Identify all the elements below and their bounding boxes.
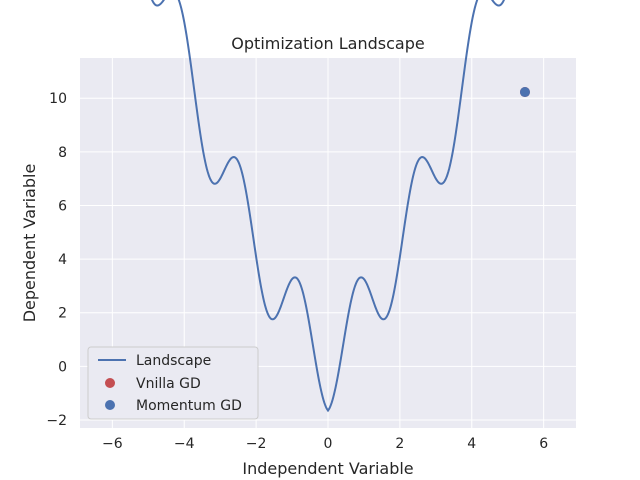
momentum-gd-point — [519, 87, 530, 98]
legend-label-vanilla-gd: Vnilla GD — [136, 376, 201, 392]
y-tick-label: −2 — [46, 413, 67, 429]
landscape-series — [151, 0, 505, 413]
legend-label-landscape: Landscape — [136, 353, 211, 369]
x-tick-label: 0 — [324, 436, 333, 452]
x-tick-label: −2 — [246, 436, 267, 452]
y-tick-label: 10 — [49, 91, 67, 107]
x-tick-label: 2 — [395, 436, 404, 452]
x-tick-label: 4 — [467, 436, 476, 452]
x-axis-label: Independent Variable — [242, 459, 413, 478]
y-tick-label: 6 — [58, 198, 67, 214]
x-tick-label: −4 — [174, 436, 195, 452]
x-axis-ticks: −6 −4 −2 0 2 4 6 — [102, 436, 548, 452]
y-tick-label: 8 — [58, 145, 67, 161]
y-axis-ticks: −2 0 2 4 6 8 10 — [46, 91, 67, 429]
legend-label-momentum-gd: Momentum GD — [136, 398, 242, 414]
y-tick-label: 0 — [58, 359, 67, 375]
optimizer-points — [519, 87, 530, 98]
x-tick-label: 6 — [539, 436, 548, 452]
landscape-line — [151, 0, 505, 413]
y-tick-label: 2 — [58, 306, 67, 322]
legend-swatch-momentum-gd — [105, 400, 115, 410]
legend-box — [87, 346, 259, 420]
y-tick-label: 4 — [58, 252, 67, 268]
legend-swatch-vanilla-gd — [105, 378, 115, 388]
chart-title: Optimization Landscape — [231, 34, 424, 53]
legend: Landscape Vnilla GD Momentum GD — [87, 346, 259, 420]
x-tick-label: −6 — [102, 436, 123, 452]
y-axis-label: Dependent Variable — [20, 164, 39, 323]
